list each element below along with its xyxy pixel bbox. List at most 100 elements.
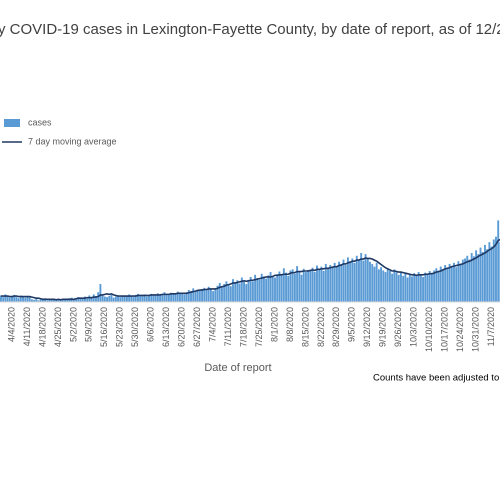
bar bbox=[422, 276, 425, 302]
bar bbox=[265, 278, 268, 302]
bar bbox=[393, 269, 396, 302]
bar bbox=[377, 269, 380, 302]
bar bbox=[130, 296, 133, 302]
bar bbox=[172, 294, 175, 302]
bar bbox=[307, 269, 310, 302]
bar bbox=[33, 299, 36, 302]
bar bbox=[318, 269, 321, 302]
bar bbox=[152, 295, 155, 302]
bar bbox=[400, 271, 402, 302]
bar bbox=[134, 294, 137, 302]
bar bbox=[329, 265, 332, 302]
bar bbox=[406, 277, 409, 302]
bar bbox=[316, 265, 318, 302]
legend-swatch bbox=[4, 119, 20, 127]
bar bbox=[221, 286, 223, 302]
bar bbox=[322, 270, 325, 302]
bar bbox=[90, 297, 93, 302]
bar bbox=[360, 253, 363, 302]
bar bbox=[88, 295, 91, 302]
bar bbox=[472, 256, 475, 302]
bar bbox=[344, 265, 347, 302]
bar bbox=[492, 239, 495, 302]
bar bbox=[461, 259, 464, 302]
x-tick-label: 10/31/2020 bbox=[470, 307, 480, 352]
bar bbox=[15, 297, 18, 302]
bar bbox=[415, 275, 418, 302]
bar bbox=[320, 266, 323, 302]
x-tick-label: 4/11/2020 bbox=[22, 307, 32, 346]
bar bbox=[156, 293, 159, 302]
bar bbox=[99, 284, 102, 302]
bar bbox=[324, 263, 327, 302]
bar bbox=[293, 273, 296, 302]
footnote: Counts have been adjusted to re bbox=[373, 373, 500, 384]
bar bbox=[212, 291, 215, 302]
x-tick-label: 8/15/2020 bbox=[300, 307, 310, 347]
bar bbox=[439, 266, 442, 302]
bar bbox=[402, 275, 405, 302]
bar bbox=[79, 298, 82, 302]
bar bbox=[8, 297, 11, 302]
bar bbox=[464, 258, 466, 302]
x-tick-label: 9/5/2020 bbox=[347, 307, 357, 342]
bar bbox=[331, 267, 334, 302]
bar bbox=[346, 257, 349, 302]
bar bbox=[411, 276, 413, 302]
bar bbox=[453, 262, 455, 302]
bar bbox=[298, 270, 301, 302]
bar bbox=[232, 279, 234, 302]
bar bbox=[123, 296, 126, 302]
bar bbox=[457, 261, 460, 302]
bar bbox=[497, 220, 500, 302]
bar bbox=[167, 294, 170, 302]
bar bbox=[0, 295, 2, 302]
x-tick-label: 7/11/2020 bbox=[223, 307, 233, 346]
bar bbox=[57, 299, 60, 302]
bar bbox=[349, 261, 352, 302]
legend-label: 7 day moving average bbox=[28, 136, 117, 146]
bar bbox=[117, 295, 120, 302]
bar bbox=[448, 263, 451, 302]
legend-label: cases bbox=[28, 117, 52, 127]
bar bbox=[417, 272, 420, 302]
bar bbox=[234, 282, 237, 302]
bar bbox=[249, 276, 252, 302]
bar bbox=[229, 286, 232, 302]
bar bbox=[395, 272, 398, 302]
bar bbox=[375, 262, 378, 302]
bar bbox=[342, 259, 345, 302]
bar bbox=[86, 298, 89, 302]
bar bbox=[176, 291, 179, 302]
bar bbox=[333, 262, 336, 302]
bar bbox=[258, 279, 261, 302]
bar bbox=[437, 272, 440, 302]
x-tick-label: 7/4/2020 bbox=[207, 307, 217, 342]
bar bbox=[470, 253, 473, 302]
bar bbox=[247, 280, 250, 302]
bar bbox=[77, 297, 80, 302]
bar bbox=[174, 293, 177, 302]
bar bbox=[274, 277, 276, 302]
bar bbox=[68, 298, 71, 302]
bar bbox=[203, 287, 206, 302]
bar bbox=[302, 268, 305, 302]
bar bbox=[243, 281, 245, 302]
bar bbox=[179, 293, 181, 302]
bar bbox=[170, 292, 173, 302]
bar bbox=[4, 294, 7, 302]
bar bbox=[481, 251, 484, 302]
bar bbox=[50, 299, 53, 302]
bar bbox=[55, 300, 58, 302]
bar bbox=[41, 299, 44, 302]
x-tick-label: 5/16/2020 bbox=[99, 307, 109, 347]
bar bbox=[103, 296, 106, 302]
bar bbox=[214, 288, 217, 302]
bar bbox=[128, 294, 131, 302]
bar bbox=[106, 297, 108, 302]
bar bbox=[101, 295, 104, 302]
bar bbox=[227, 285, 230, 302]
bar bbox=[358, 259, 360, 302]
x-tick-label: 5/23/2020 bbox=[115, 307, 125, 347]
bar bbox=[442, 269, 444, 302]
